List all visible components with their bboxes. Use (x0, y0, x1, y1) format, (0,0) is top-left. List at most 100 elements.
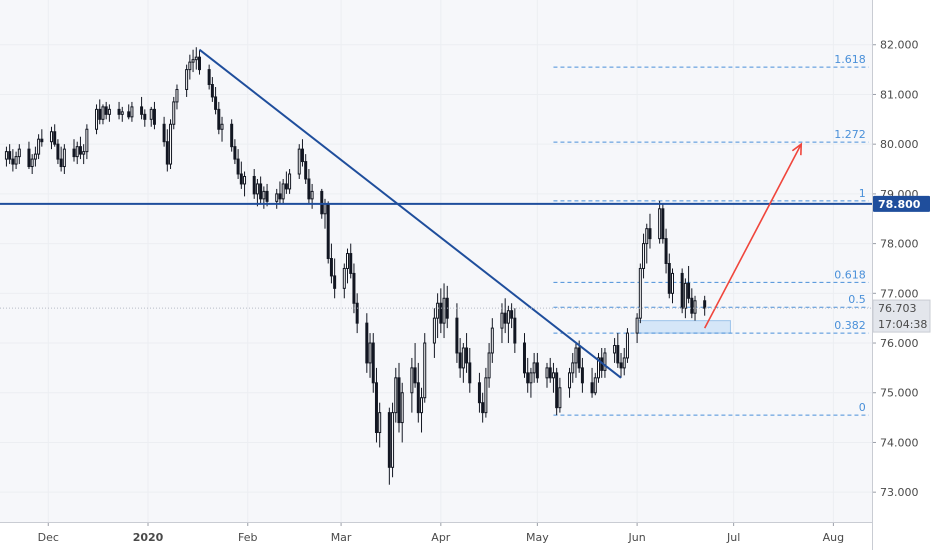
candle-up (297, 148, 301, 175)
candle-down (416, 382, 420, 414)
x-tick-label: Aug (823, 531, 844, 544)
trendline (198, 48, 622, 379)
fib-level-label: 1.618 (834, 53, 866, 66)
candle-down (207, 69, 211, 86)
candle-up (85, 128, 89, 153)
candle-up (432, 317, 436, 344)
candle-down (661, 208, 665, 240)
x-tick-label: Dec (38, 531, 59, 544)
fibonacci-levels: 0 0.382 0.5 0.618 1 1.272 1.618 (553, 53, 869, 416)
candle-down (210, 84, 214, 98)
candle-down (590, 382, 594, 394)
candle-up (288, 173, 292, 190)
candle-up (4, 151, 8, 160)
fib-level-label: 1.272 (834, 128, 866, 141)
candle-up (532, 362, 536, 374)
candle-down (510, 310, 514, 319)
y-tick-label: 78.000 (880, 238, 919, 251)
candle-up (188, 61, 192, 71)
y-tick-label: 75.000 (880, 387, 919, 400)
candle-down (239, 173, 243, 185)
candle-down (535, 362, 539, 379)
candle-down (455, 317, 459, 354)
time-scale-background (0, 522, 872, 550)
candle-down (468, 362, 472, 384)
candle-up (30, 158, 34, 168)
candle-up (62, 148, 66, 168)
x-tick-label: Jul (726, 531, 740, 544)
candle-down (439, 302, 443, 324)
candle-up (191, 59, 195, 63)
candle-up (378, 412, 382, 434)
candles (4, 47, 707, 485)
candle-down (365, 322, 369, 364)
candle-down (465, 347, 469, 364)
candle-down (326, 203, 330, 260)
candle-up (529, 372, 533, 384)
candle-up (243, 175, 247, 185)
candle-up (107, 108, 111, 115)
candle-up (545, 367, 549, 379)
candle-down (664, 238, 668, 264)
candle-down (140, 106, 144, 115)
candle-down (667, 262, 671, 294)
candle-up (645, 228, 649, 245)
candle-down (214, 96, 218, 110)
candle-down (252, 175, 256, 195)
projection-arrow-head (791, 142, 803, 156)
candle-up (683, 282, 687, 309)
y-tick-label: 82.000 (880, 39, 919, 52)
candle-up (658, 208, 662, 240)
candle-up (95, 108, 99, 130)
candle-up (410, 367, 414, 394)
candle-down (555, 372, 559, 409)
countdown-label: 17:04:38 (878, 318, 927, 331)
candle-down (230, 123, 234, 148)
candle-up (391, 412, 395, 468)
plot-background (0, 0, 872, 522)
candle-down (703, 300, 707, 309)
candle-down (165, 141, 169, 165)
candle-up (625, 332, 629, 359)
candle-up (642, 243, 646, 269)
candle-up (75, 146, 79, 158)
candle-down (526, 372, 530, 384)
candle-up (82, 151, 86, 155)
current-price-badge (872, 299, 931, 333)
candle-up (220, 123, 224, 130)
fib-level-label: 0 (859, 401, 866, 414)
candle-up (574, 347, 578, 364)
candle-up (33, 153, 37, 160)
x-tick-label: Feb (238, 531, 257, 544)
candle-down (278, 193, 282, 200)
price-scale-background (872, 0, 932, 550)
candle-down (8, 151, 12, 160)
candle-up (420, 397, 424, 414)
candle-up (37, 138, 41, 155)
candle-up (172, 101, 176, 125)
candle-down (619, 362, 623, 369)
x-tick-label: 2020 (133, 531, 164, 544)
candle-down (481, 402, 485, 414)
candle-down (413, 367, 417, 384)
candle-down (680, 272, 684, 309)
candle-up (596, 357, 600, 379)
candle-up (255, 183, 259, 195)
candle-up (423, 342, 427, 399)
candle-up (461, 347, 465, 369)
y-tick-label: 80.000 (880, 138, 919, 151)
current-price-label: 76.703 (878, 302, 917, 315)
candle-up (323, 203, 327, 215)
candle-up (490, 327, 494, 354)
candle-down (690, 297, 694, 314)
candle-down (349, 253, 353, 274)
candle-down (27, 148, 31, 168)
candle-up (671, 272, 675, 294)
fib-level-label: 0.618 (834, 268, 866, 281)
candle-down (387, 412, 391, 468)
candle-down (687, 282, 691, 299)
candle-down (307, 178, 311, 200)
candle-up (368, 342, 372, 364)
